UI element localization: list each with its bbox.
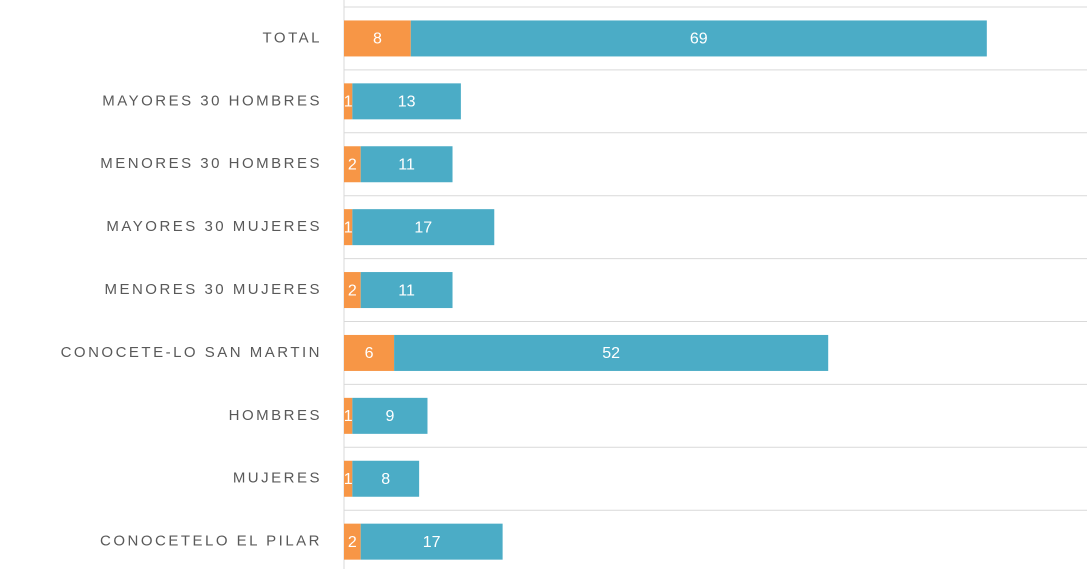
data-label: 9 xyxy=(385,408,394,425)
category-label: HOMBRES xyxy=(229,407,322,424)
category-label: CONOCETE-LO SAN MARTIN xyxy=(61,344,322,361)
bar-segment xyxy=(344,397,353,434)
data-label: 8 xyxy=(381,471,390,488)
bar-segment xyxy=(394,334,829,371)
bar-segment xyxy=(344,83,353,120)
data-label: 2 xyxy=(348,156,357,173)
data-label: 11 xyxy=(398,156,415,173)
data-label: 2 xyxy=(348,534,357,551)
data-label: 11 xyxy=(398,282,415,299)
bar-segment xyxy=(352,460,420,497)
data-label: 69 xyxy=(690,31,708,48)
data-label: 52 xyxy=(602,345,620,362)
data-label: 1 xyxy=(344,219,353,236)
bar-segment xyxy=(360,272,453,309)
data-label: 17 xyxy=(414,219,432,236)
bar-segment xyxy=(410,20,987,57)
bar-segment xyxy=(352,83,461,120)
bar-segment xyxy=(344,460,353,497)
category-label: CONOCETELO EL PILAR xyxy=(100,533,322,550)
data-label: 17 xyxy=(423,534,441,551)
data-label: 2 xyxy=(348,282,357,299)
bar-segment xyxy=(360,523,503,560)
bar-segment xyxy=(352,209,495,246)
bar-segment xyxy=(344,20,411,57)
category-label: MAYORES 30 MUJERES xyxy=(106,218,322,235)
category-label: MAYORES 30 HOMBRES xyxy=(102,92,322,109)
bar-segment xyxy=(344,523,361,560)
category-label: MENORES 30 HOMBRES xyxy=(100,155,322,172)
category-label: TOTAL xyxy=(263,29,322,46)
data-label: 6 xyxy=(365,345,374,362)
data-label: 8 xyxy=(373,31,382,48)
category-label: MENORES 30 MUJERES xyxy=(104,281,322,298)
bar-segment xyxy=(344,209,353,246)
data-label: 1 xyxy=(344,94,353,111)
bar-segment xyxy=(352,397,428,434)
bar-segment xyxy=(344,334,395,371)
data-label: 1 xyxy=(344,408,353,425)
bar-segment xyxy=(360,146,453,183)
bar-segment xyxy=(344,272,361,309)
bar-segment xyxy=(344,146,361,183)
data-label: 1 xyxy=(344,471,353,488)
data-label: 13 xyxy=(398,94,416,111)
category-label: MUJERES xyxy=(233,470,322,487)
